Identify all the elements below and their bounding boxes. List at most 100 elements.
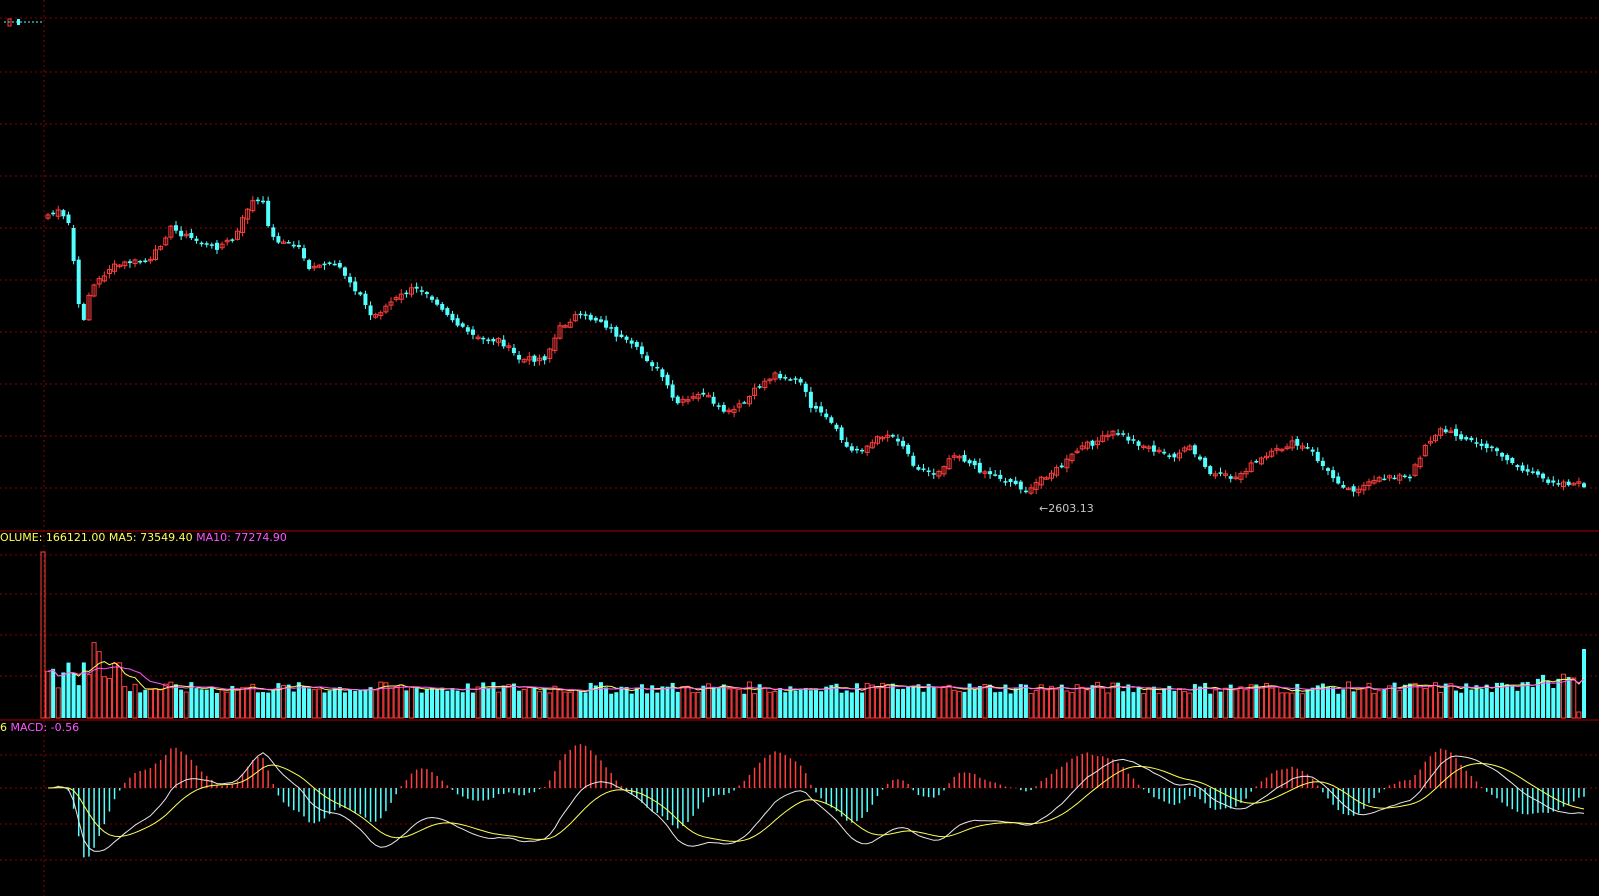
volume-bar bbox=[1582, 649, 1586, 718]
volume-bar bbox=[1264, 683, 1270, 719]
candle-body bbox=[342, 267, 347, 276]
candle-body bbox=[1187, 445, 1193, 451]
volume-bar bbox=[685, 685, 691, 719]
price-panel[interactable] bbox=[4, 18, 1586, 497]
volume-bar bbox=[557, 689, 563, 719]
dif-line bbox=[47, 752, 1585, 852]
candle-body bbox=[849, 446, 854, 451]
volume-bar bbox=[839, 692, 844, 718]
candle-body bbox=[614, 327, 619, 337]
volume-bar bbox=[506, 684, 512, 719]
candle-body bbox=[163, 237, 169, 246]
candle-body bbox=[1131, 439, 1136, 441]
candle-body bbox=[291, 244, 296, 247]
volume-bar bbox=[1084, 689, 1090, 719]
candle-body bbox=[373, 314, 379, 318]
low-price-marker: ←2603.13 bbox=[1039, 502, 1094, 515]
volume-bar bbox=[1489, 692, 1494, 718]
candle-body bbox=[936, 470, 942, 477]
candle-body bbox=[578, 313, 583, 316]
volume-bar bbox=[1136, 686, 1141, 718]
volume-panel[interactable] bbox=[40, 551, 1586, 719]
candle-body bbox=[650, 362, 655, 367]
volume-bar bbox=[517, 690, 522, 718]
volume-bar bbox=[286, 684, 291, 718]
candle-body bbox=[234, 230, 240, 240]
candle-body bbox=[71, 228, 76, 262]
candle-body bbox=[353, 281, 358, 292]
volume-bar bbox=[731, 688, 737, 719]
volume-bar bbox=[1443, 683, 1448, 718]
macd-panel[interactable] bbox=[47, 744, 1585, 858]
candle-body bbox=[1366, 481, 1372, 487]
volume-ma10-line bbox=[47, 666, 1585, 692]
volume-bar bbox=[962, 691, 967, 718]
volume-bar bbox=[424, 688, 429, 718]
volume-bar bbox=[572, 689, 578, 719]
volume-bar bbox=[1454, 690, 1458, 718]
volume-bar bbox=[101, 676, 107, 719]
candle-body bbox=[1003, 481, 1008, 483]
volume-bar bbox=[40, 551, 46, 719]
volume-bar bbox=[138, 692, 143, 718]
candle-body bbox=[143, 260, 148, 262]
volume-bar bbox=[1049, 685, 1055, 719]
volume-bar bbox=[890, 683, 895, 718]
volume-bar bbox=[1315, 685, 1320, 718]
candle-body bbox=[1228, 476, 1233, 479]
volume-bar bbox=[752, 693, 758, 719]
volume-bar bbox=[931, 687, 936, 718]
volume-bar bbox=[532, 686, 537, 718]
macd-value-label: MACD: -0.56 bbox=[10, 721, 80, 734]
volume-bar bbox=[537, 691, 543, 719]
candle-body bbox=[1515, 465, 1520, 468]
volume-bar bbox=[829, 685, 834, 718]
volume-bar bbox=[219, 689, 225, 719]
candle-body bbox=[224, 239, 230, 243]
volume-bar bbox=[1422, 688, 1428, 719]
candle-body bbox=[1464, 437, 1469, 440]
volume-bar bbox=[1218, 691, 1223, 718]
candle-body bbox=[470, 329, 475, 335]
volume-bar bbox=[1438, 692, 1444, 719]
volume-bar bbox=[291, 691, 296, 718]
volume-bar bbox=[1182, 691, 1188, 719]
candle-body bbox=[695, 393, 701, 399]
volume-bar bbox=[61, 672, 66, 718]
candle-body bbox=[1167, 455, 1172, 457]
volume-bar bbox=[1192, 684, 1197, 718]
volume-bar bbox=[736, 688, 742, 719]
volume-bar bbox=[645, 693, 650, 718]
volume-bar bbox=[814, 688, 818, 718]
candle-body bbox=[91, 284, 97, 297]
volume-bar bbox=[998, 691, 1003, 718]
volume-bar bbox=[393, 686, 399, 719]
volume-bar bbox=[716, 688, 721, 718]
volume-bar bbox=[1459, 692, 1464, 718]
volume-bar bbox=[45, 670, 51, 719]
volume-bar bbox=[179, 689, 184, 718]
volume-bar bbox=[1284, 692, 1290, 719]
candle-body bbox=[1059, 465, 1064, 468]
volume-bar bbox=[1494, 682, 1499, 718]
candle-body bbox=[895, 438, 900, 442]
candle-body bbox=[1530, 471, 1535, 473]
candle-body bbox=[557, 325, 563, 339]
candle-body bbox=[721, 405, 726, 412]
volume-bar bbox=[66, 662, 71, 718]
candle-body bbox=[1198, 456, 1202, 460]
volume-bar bbox=[772, 690, 778, 719]
candle-body bbox=[122, 261, 128, 267]
volume-bar bbox=[1427, 686, 1433, 719]
candle-body bbox=[609, 327, 614, 329]
candle-body bbox=[496, 338, 502, 343]
candle-body bbox=[117, 264, 123, 268]
volume-bar bbox=[1212, 689, 1218, 719]
volume-bar bbox=[788, 686, 793, 718]
volume-bar bbox=[1013, 688, 1018, 718]
candle-body bbox=[1274, 448, 1280, 451]
candle-body bbox=[598, 319, 603, 322]
candle-body bbox=[1454, 428, 1458, 437]
candle-body bbox=[711, 396, 716, 404]
